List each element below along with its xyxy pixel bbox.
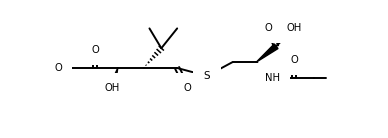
Text: O: O xyxy=(290,55,298,65)
Text: O: O xyxy=(183,83,191,93)
Text: OH: OH xyxy=(104,83,120,93)
Polygon shape xyxy=(109,68,118,89)
Text: S: S xyxy=(204,71,210,81)
Text: O: O xyxy=(54,63,62,73)
Text: O: O xyxy=(264,23,272,33)
Text: OH: OH xyxy=(286,23,301,33)
Text: NH: NH xyxy=(265,73,280,83)
Polygon shape xyxy=(256,44,278,62)
Text: O: O xyxy=(91,45,99,55)
